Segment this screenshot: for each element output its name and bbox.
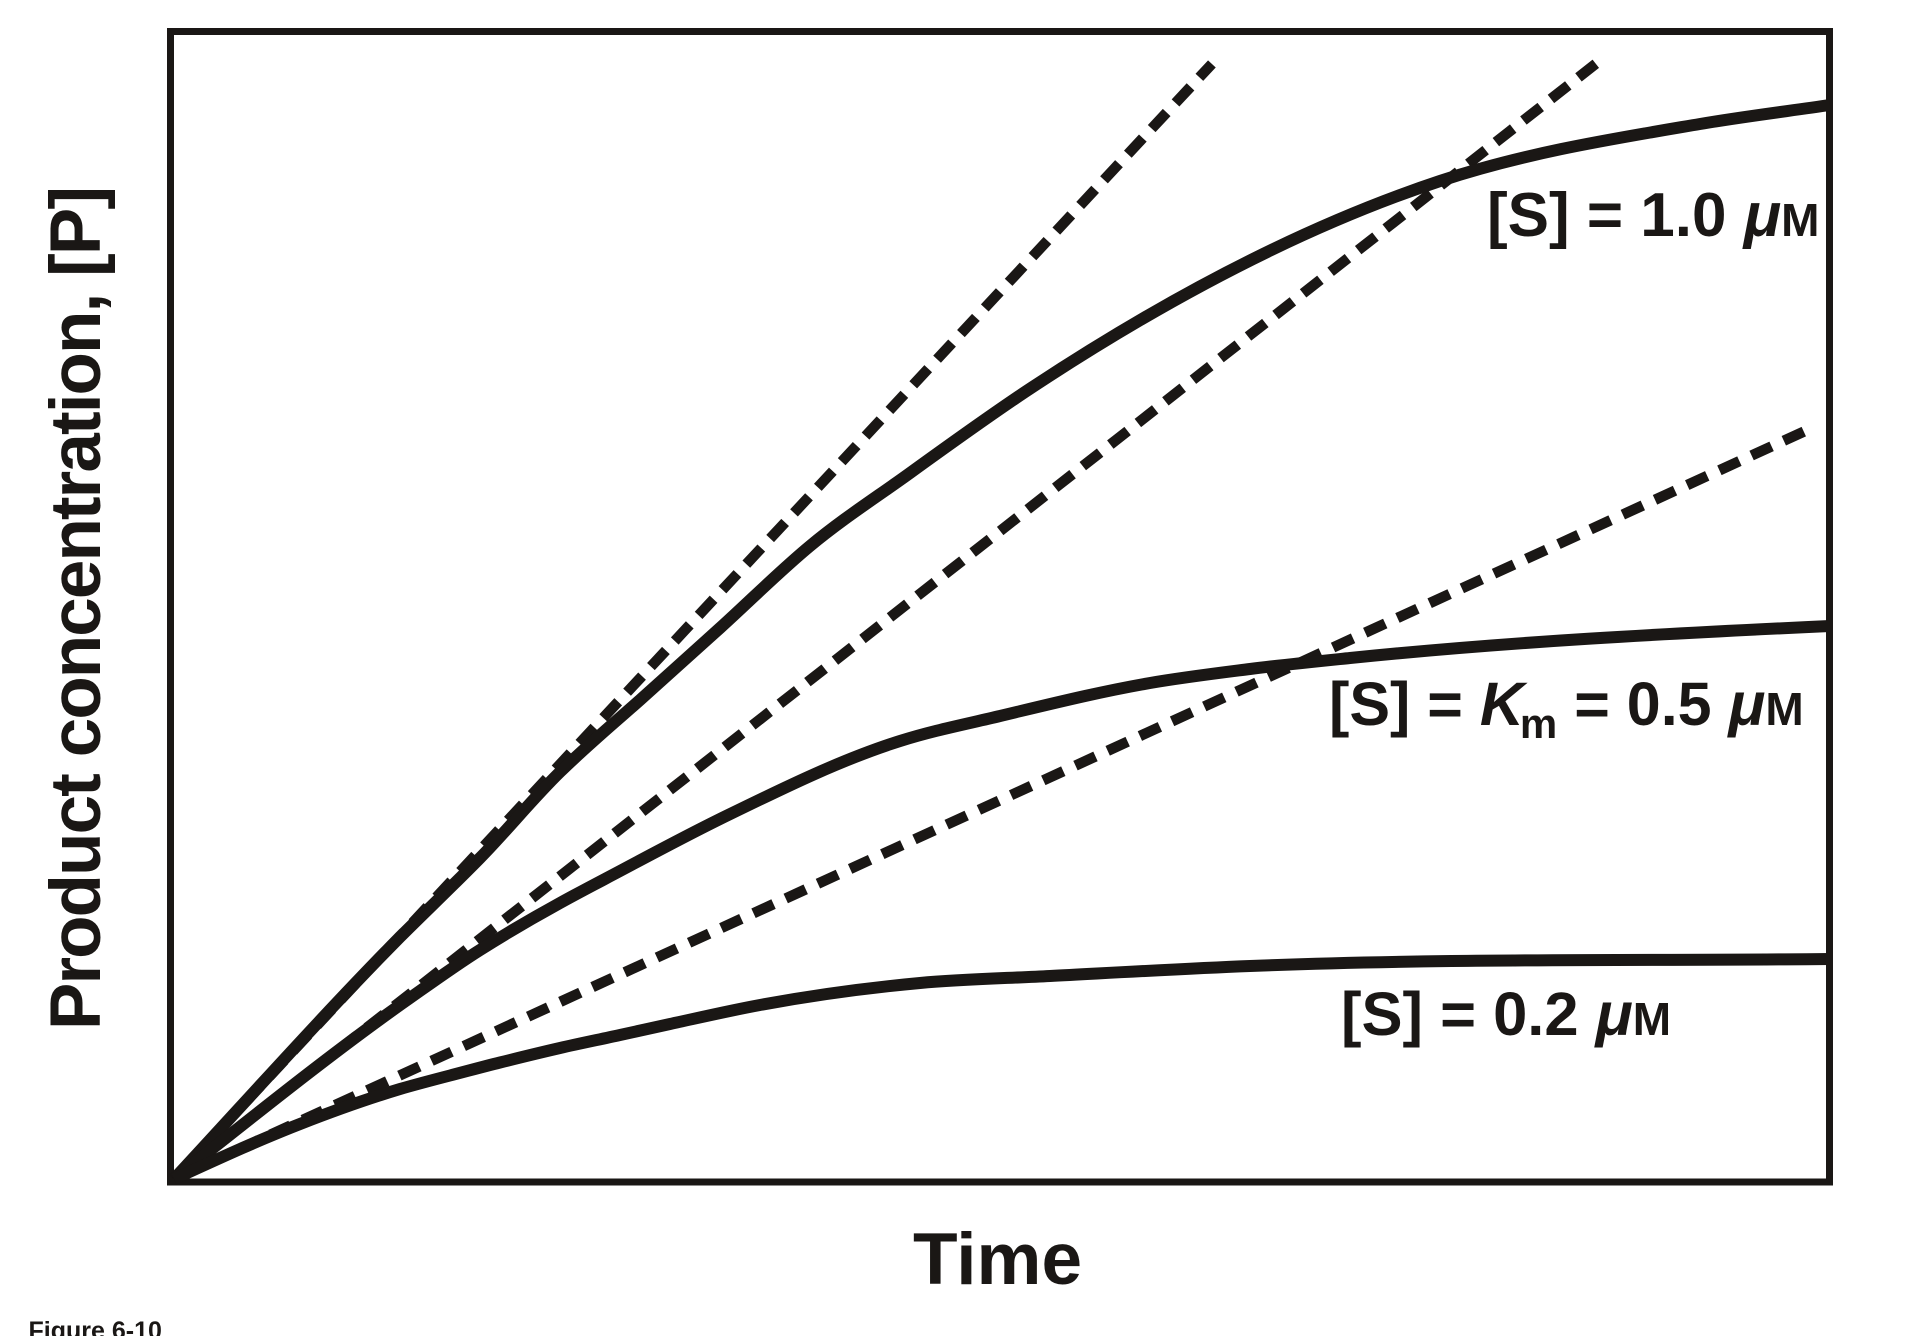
- svg-text:Product concentration, [P]: Product concentration, [P]: [37, 188, 116, 1030]
- svg-text:[S] = 0.2 μM: [S] = 0.2 μM: [1341, 980, 1671, 1049]
- svg-text:Figure 6-10: Figure 6-10: [29, 1317, 162, 1336]
- svg-text:[S] = 1.0 μM: [S] = 1.0 μM: [1487, 181, 1819, 250]
- svg-text:Time: Time: [913, 1219, 1082, 1300]
- svg-text:[S] = Km = 0.5 μM: [S] = Km = 0.5 μM: [1329, 670, 1804, 747]
